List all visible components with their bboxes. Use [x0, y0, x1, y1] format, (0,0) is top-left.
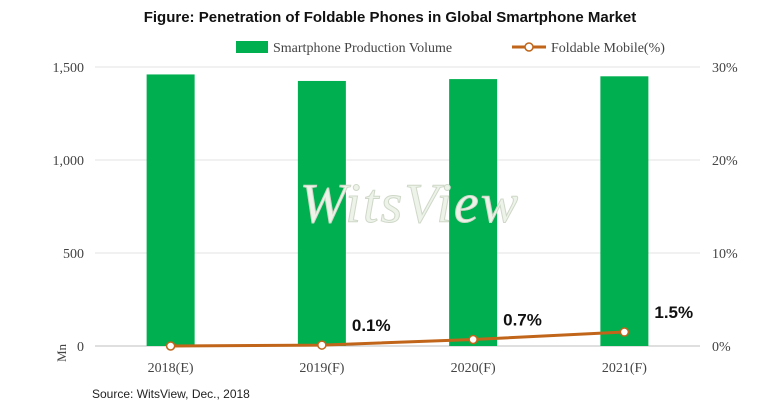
line-point — [619, 327, 630, 337]
bar — [297, 80, 346, 346]
line-layer: 0.1% 0.7% 1.5% — [165, 303, 693, 351]
y-axis-label: Mn — [54, 343, 69, 362]
data-label: 1.5% — [654, 303, 693, 322]
bar — [600, 76, 649, 347]
left-tick-label: 1,500 — [53, 61, 85, 76]
data-label: 0.7% — [503, 310, 542, 329]
x-tick-label: 2018(E) — [148, 361, 194, 376]
watermark: WitsView — [300, 173, 520, 235]
source-note: Source: WitsView, Dec., 2018 — [92, 387, 250, 401]
x-axis-ticks: 2018(E) 2019(F) 2020(F) 2021(F) — [148, 361, 648, 376]
x-tick-label: 2020(F) — [451, 361, 496, 376]
right-axis-ticks: 30% 20% 10% 0% — [712, 61, 738, 355]
data-label: 0.1% — [352, 316, 391, 335]
right-tick-label: 30% — [712, 61, 738, 76]
bar — [449, 79, 498, 346]
right-tick-label: 10% — [712, 247, 738, 262]
line-series — [170, 330, 625, 348]
legend-label-line: Foldable Mobile(%) — [551, 41, 665, 56]
line-point — [165, 341, 176, 351]
left-tick-label: 0 — [77, 340, 84, 355]
right-tick-label: 20% — [712, 154, 738, 169]
line-point — [317, 340, 327, 350]
x-tick-label: 2019(F) — [299, 361, 344, 376]
x-tick-label: 2021(F) — [602, 361, 647, 376]
legend-swatch-bars — [236, 41, 268, 53]
legend-label-bars: Smartphone Production Volume — [273, 41, 452, 56]
line-point — [468, 334, 478, 345]
left-tick-label: 500 — [63, 247, 84, 262]
bar — [146, 74, 195, 346]
legend-swatch-marker — [524, 42, 534, 52]
left-tick-label: 1,000 — [53, 154, 85, 169]
bars — [146, 74, 649, 347]
legend: Smartphone Production Volume Foldable Mo… — [236, 41, 665, 56]
right-tick-label: 0% — [712, 340, 731, 355]
left-axis-ticks: 1,500 1,000 500 0 — [53, 61, 85, 355]
chart-title: Figure: Penetration of Foldable Phones i… — [144, 9, 637, 26]
